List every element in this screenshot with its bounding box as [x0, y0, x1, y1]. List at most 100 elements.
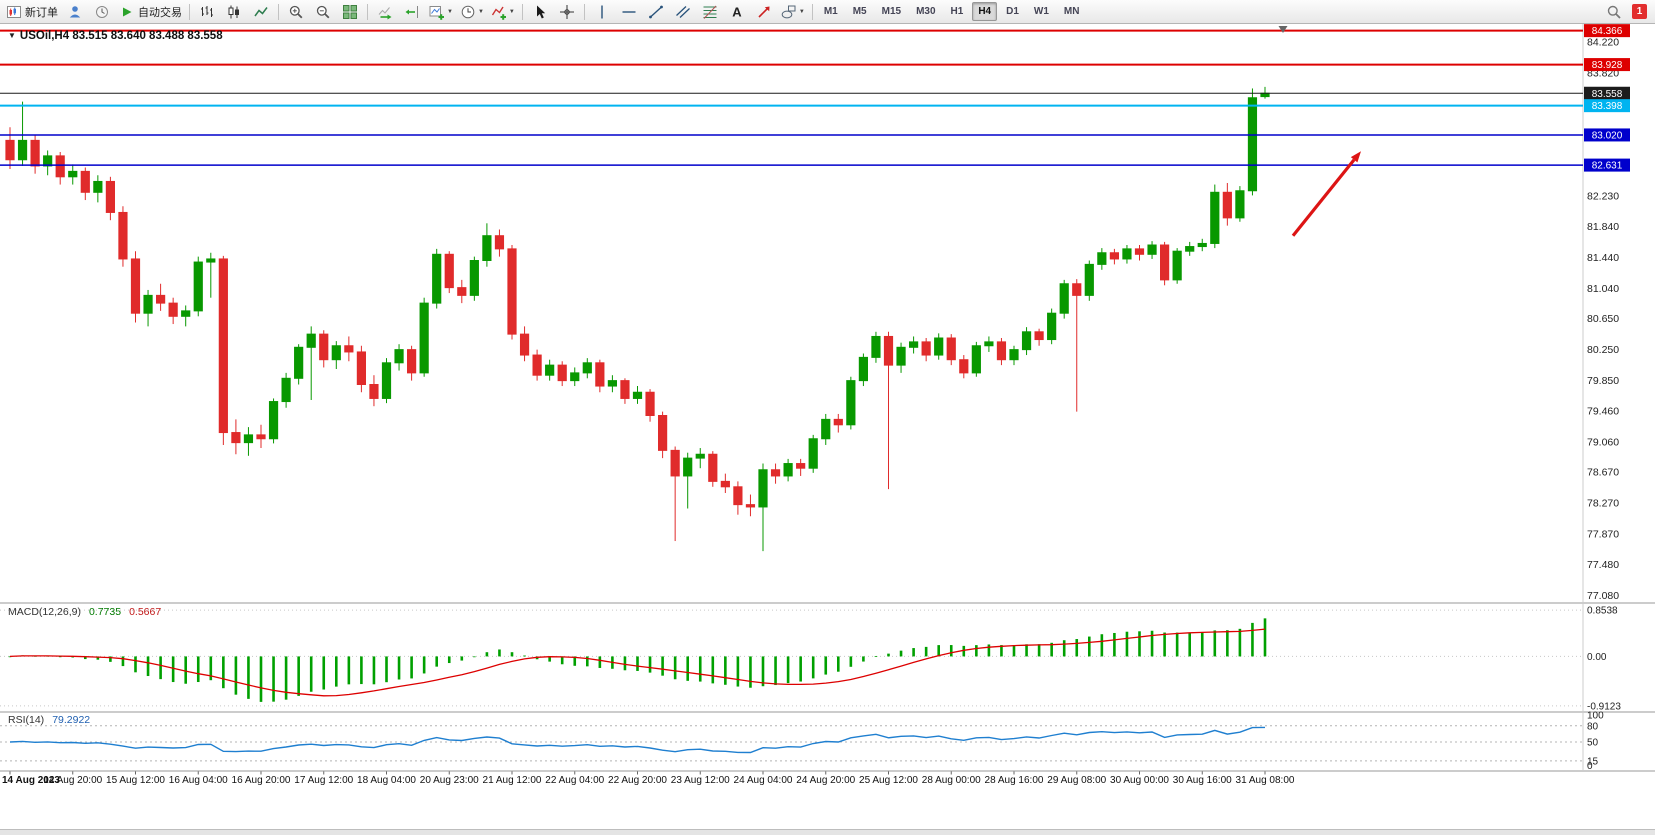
price-tag	[1584, 158, 1630, 172]
chart-region[interactable]: 84.220 83.820 82.230 81.840 81.440 81.040 80.6…	[0, 24, 1655, 790]
toolbar-button-label: 新订单	[25, 6, 58, 19]
price-tag-label: 83.558	[1592, 89, 1623, 100]
candlestick-icon	[226, 4, 242, 20]
chart-shift-marker[interactable]	[1278, 26, 1288, 33]
user-button[interactable]	[62, 1, 88, 23]
timeframe-m15-button[interactable]: M15	[881, 6, 902, 17]
tile-windows-icon	[342, 4, 358, 20]
time-axis-label: 23 Aug 12:00	[671, 775, 730, 786]
fibonacci-button[interactable]	[697, 1, 723, 23]
search-button[interactable]	[1601, 1, 1627, 23]
cursor-button[interactable]	[527, 1, 553, 23]
periods-icon	[460, 4, 476, 20]
rsi-line	[9, 726, 1266, 754]
channel-icon	[675, 4, 691, 20]
rsi-name: RSI(14)	[8, 714, 45, 726]
trend-arrow[interactable]	[1291, 158, 1356, 237]
search-icon	[1606, 4, 1622, 20]
chart-title-row: ▼ USOil,H4 83.515 83.640 83.488 83.558	[8, 30, 223, 42]
toolbar: 新订单 自动交易 ▼ ▼ ▼ A ▼ M1 M5 M15 M30 H1 H4 D1 W1 MN 1	[0, 0, 1655, 24]
price-axis-label: 79.460	[1587, 405, 1619, 417]
time-axis-label: 16 Aug 20:00	[232, 775, 291, 786]
timeframe-d1-button[interactable]: D1	[1006, 6, 1019, 17]
trendline-button[interactable]	[643, 1, 669, 23]
zoom-out-icon	[315, 4, 331, 20]
line-chart-icon	[253, 4, 269, 20]
line-chart-button[interactable]	[248, 1, 274, 23]
chevron-down-icon: ▼	[508, 8, 515, 15]
trend-arrow-head[interactable]	[1350, 151, 1361, 163]
price-axis-label: 79.850	[1587, 375, 1619, 387]
new-order-button[interactable]: 新订单	[3, 1, 61, 23]
price-tag	[1584, 24, 1630, 38]
toolbar-separator	[278, 3, 279, 20]
horizontal-line-button[interactable]	[616, 1, 642, 23]
shapes-icon	[781, 4, 797, 20]
time-axis-label: 21 Aug 12:00	[483, 775, 542, 786]
toolbar-separator	[811, 3, 813, 20]
price-tag-label: 83.398	[1592, 101, 1623, 112]
macd-axis-label: 0.8538	[1587, 606, 1618, 617]
zoom-out-button[interactable]	[310, 1, 336, 23]
autotrade-icon	[119, 4, 135, 20]
timeframe-m5-button[interactable]: M5	[852, 6, 867, 17]
text-button[interactable]: A	[724, 1, 750, 23]
price-axis-label: 81.840	[1587, 221, 1619, 233]
fibonacci-icon	[702, 4, 718, 20]
crosshair-icon	[559, 4, 575, 20]
timeframe-h4-button[interactable]: H4	[972, 2, 998, 21]
new-chart-icon	[429, 4, 445, 20]
macd-histogram	[8, 618, 1267, 702]
price-axis-label: 78.270	[1587, 498, 1619, 510]
time-axis-label: 22 Aug 04:00	[545, 775, 604, 786]
toolbar-separator	[367, 3, 368, 20]
price-tag	[1584, 58, 1630, 72]
macd-signal-line	[9, 628, 1266, 697]
price-chart[interactable]: 84.22083.82082.23081.84081.44081.04080.6…	[0, 24, 1655, 790]
toolbar-button-label: 自动交易	[138, 6, 182, 19]
time-axis-label: 22 Aug 20:00	[608, 775, 667, 786]
zoom-in-icon	[288, 4, 304, 20]
indicators-button[interactable]: ▼	[488, 1, 518, 23]
channel-button[interactable]	[670, 1, 696, 23]
bar-chart-button[interactable]	[194, 1, 220, 23]
price-axis-label: 81.040	[1587, 283, 1619, 295]
time-axis-label: 15 Aug 12:00	[106, 775, 165, 786]
chevron-down-icon: ▼	[798, 8, 805, 15]
toolbar-separator	[583, 3, 585, 20]
time-axis-label: 14 Aug 20:00	[43, 775, 102, 786]
arrow-tool-button[interactable]	[751, 1, 777, 23]
timeframe-m1-button[interactable]: M1	[823, 6, 838, 17]
timeframe-w1-button[interactable]: W1	[1033, 6, 1049, 17]
auto-scroll-icon	[377, 4, 393, 20]
price-tag	[1584, 86, 1630, 100]
tile-windows-button[interactable]	[337, 1, 363, 23]
candlestick-button[interactable]	[221, 1, 247, 23]
status-strip	[0, 829, 1655, 835]
one-click-trading-collapse-icon[interactable]: ▼	[8, 31, 16, 40]
macd-name: MACD(12,26,9)	[8, 606, 81, 618]
timeframe-m30-button[interactable]: M30	[916, 6, 936, 17]
time-axis-label: 28 Aug 00:00	[922, 775, 981, 786]
chart-shift-button[interactable]	[399, 1, 425, 23]
rsi-axis-label: 100	[1587, 711, 1604, 722]
time-axis-label: 28 Aug 16:00	[985, 775, 1044, 786]
vertical-line-button[interactable]	[589, 1, 615, 23]
timeframe-mn-button[interactable]: MN	[1063, 6, 1080, 17]
price-tag-label: 82.631	[1592, 161, 1623, 172]
history-button[interactable]	[89, 1, 115, 23]
price-tag-label: 83.928	[1592, 60, 1623, 71]
new-chart-button[interactable]: ▼	[426, 1, 456, 23]
macd-value-main: 0.7735	[88, 606, 122, 618]
timeframe-h1-button[interactable]: H1	[950, 6, 964, 17]
notification-badge[interactable]: 1	[1632, 4, 1647, 19]
autotrade-button[interactable]: 自动交易	[116, 1, 185, 23]
shapes-button[interactable]: ▼	[778, 1, 808, 23]
auto-scroll-button[interactable]	[372, 1, 398, 23]
toolbar-right-group: 1	[1601, 1, 1652, 23]
periods-button[interactable]: ▼	[457, 1, 487, 23]
crosshair-button[interactable]	[554, 1, 580, 23]
time-axis-label: 17 Aug 12:00	[294, 775, 353, 786]
price-axis-label: 82.230	[1587, 191, 1619, 203]
zoom-in-button[interactable]	[283, 1, 309, 23]
